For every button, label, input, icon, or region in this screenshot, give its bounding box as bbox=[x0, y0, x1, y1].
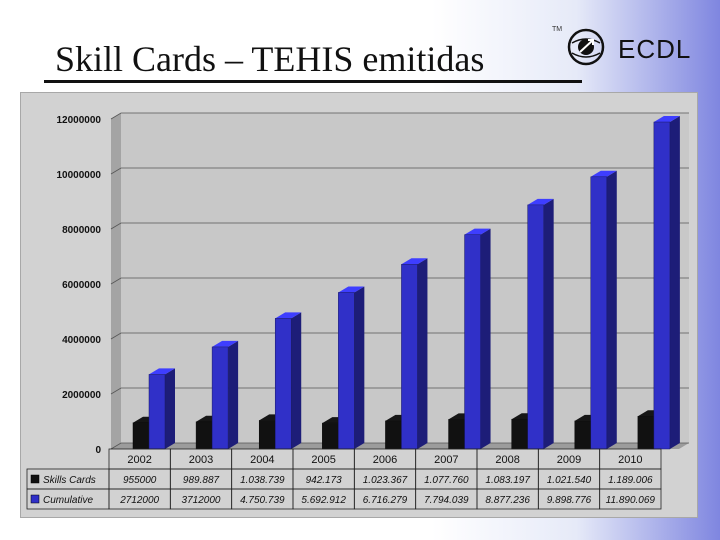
y-tick-label: 0 bbox=[95, 445, 101, 456]
legend-swatch bbox=[30, 474, 40, 484]
table-cell bbox=[599, 488, 662, 510]
skills-cards-bar bbox=[511, 418, 528, 450]
cumulative-bar bbox=[653, 121, 671, 450]
data-value-label: 7.794.039 bbox=[424, 495, 469, 506]
data-value-label: 1.021.540 bbox=[547, 475, 592, 486]
logo-text: ECDL bbox=[618, 34, 692, 64]
cumulative-bar-side bbox=[291, 312, 302, 449]
data-value-label: 2712000 bbox=[119, 495, 159, 506]
cumulative-bar-side bbox=[606, 170, 617, 449]
y-gridline bbox=[110, 442, 689, 450]
trademark-mark: TM bbox=[552, 26, 563, 33]
y-gridline bbox=[110, 277, 689, 285]
skills-cards-bar bbox=[132, 422, 150, 450]
y-tick-label: 4000000 bbox=[62, 335, 101, 346]
data-value-label: 3712000 bbox=[182, 495, 221, 506]
x-category-label: 2003 bbox=[189, 454, 213, 466]
y-tick-label: 2000000 bbox=[62, 390, 101, 401]
x-category-label: 2005 bbox=[311, 454, 335, 466]
data-value-label: 989.887 bbox=[183, 475, 220, 486]
y-gridline bbox=[110, 387, 689, 395]
skills-cards-bar bbox=[448, 419, 465, 450]
data-value-label: 8.877.236 bbox=[485, 495, 530, 506]
cumulative-bar-side bbox=[354, 286, 365, 449]
x-category-label: 2008 bbox=[495, 454, 519, 466]
y-gridline bbox=[110, 332, 689, 340]
skills-cards-bar bbox=[195, 421, 213, 450]
data-value-label: 955000 bbox=[123, 475, 157, 486]
ecdl-logo: TM ECDL bbox=[552, 24, 702, 76]
cumulative-bar bbox=[401, 264, 418, 450]
skills-cards-bar bbox=[322, 422, 339, 450]
cumulative-bar-top bbox=[275, 312, 302, 319]
x-category-label: 2007 bbox=[434, 454, 458, 466]
y-tick-label: 8000000 bbox=[62, 225, 101, 236]
cumulative-bar-side bbox=[165, 368, 175, 449]
legend-label: Skills Cards bbox=[43, 475, 96, 486]
x-category-label: 2010 bbox=[618, 454, 642, 466]
cumulative-bar-top bbox=[590, 170, 617, 177]
cumulative-bar-top bbox=[212, 340, 239, 347]
cumulative-bar-top bbox=[653, 116, 680, 123]
y-gridline bbox=[110, 167, 689, 175]
cumulative-bar-top bbox=[149, 368, 175, 375]
chart-area: 12000000 10000000 8000000 6000000 4000000 200… bbox=[20, 92, 698, 518]
data-value-label: 9.898.776 bbox=[547, 495, 592, 506]
cumulative-bar bbox=[211, 346, 229, 450]
data-value-label: 5.692.912 bbox=[301, 495, 346, 506]
y-tick-label: 10000000 bbox=[57, 170, 102, 181]
cumulative-bar-side bbox=[417, 258, 428, 449]
skills-cards-bar bbox=[637, 416, 655, 450]
cumulative-bar bbox=[527, 204, 544, 450]
cumulative-bar bbox=[464, 234, 481, 450]
cumulative-bar bbox=[148, 374, 166, 450]
cumulative-bar-top bbox=[464, 228, 491, 235]
y-gridline bbox=[110, 222, 689, 230]
data-value-label: 4.750.739 bbox=[240, 495, 285, 506]
slide-title: Skill Cards – TEHIS emitidas bbox=[55, 39, 485, 79]
cumulative-bar-top bbox=[401, 258, 428, 265]
legend-swatch bbox=[30, 494, 40, 504]
y-tick-label: 6000000 bbox=[62, 280, 101, 291]
data-value-label: 1.083.197 bbox=[485, 475, 530, 486]
data-value-label: 1.023.367 bbox=[363, 475, 408, 486]
x-category-label: 2006 bbox=[373, 454, 397, 466]
x-category-label: 2009 bbox=[557, 454, 581, 466]
bar-chart: 12000000 10000000 8000000 6000000 4000000 200… bbox=[26, 112, 689, 510]
data-value-label: 1.038.739 bbox=[240, 475, 285, 486]
skills-cards-bar bbox=[258, 420, 276, 450]
cumulative-bar-top bbox=[527, 198, 554, 205]
x-category-label: 2004 bbox=[250, 454, 274, 466]
cumulative-bar bbox=[338, 292, 355, 450]
cumulative-bar-side bbox=[669, 116, 680, 449]
x-category-label: 2002 bbox=[127, 454, 151, 466]
cumulative-bar-side bbox=[228, 340, 239, 449]
cumulative-bar bbox=[274, 318, 292, 450]
globe-arrow-logo-icon bbox=[567, 28, 605, 66]
data-value-label: 942.173 bbox=[306, 475, 343, 486]
cumulative-bar bbox=[590, 176, 608, 450]
legend-label: Cumulative bbox=[43, 495, 93, 506]
y-tick-label: 12000000 bbox=[57, 115, 102, 126]
skills-cards-bar bbox=[574, 420, 592, 450]
cumulative-bar-side bbox=[480, 228, 491, 449]
data-value-label: 11.890.069 bbox=[606, 495, 656, 506]
y-gridline bbox=[110, 112, 689, 120]
data-value-label: 1.189.006 bbox=[608, 475, 653, 486]
data-value-label: 1.077.760 bbox=[424, 475, 469, 486]
title-underline bbox=[44, 80, 582, 83]
data-value-label: 6.716.279 bbox=[363, 495, 408, 506]
skills-cards-bar bbox=[385, 420, 402, 450]
cumulative-bar-side bbox=[543, 198, 554, 449]
cumulative-bar-top bbox=[338, 286, 365, 293]
